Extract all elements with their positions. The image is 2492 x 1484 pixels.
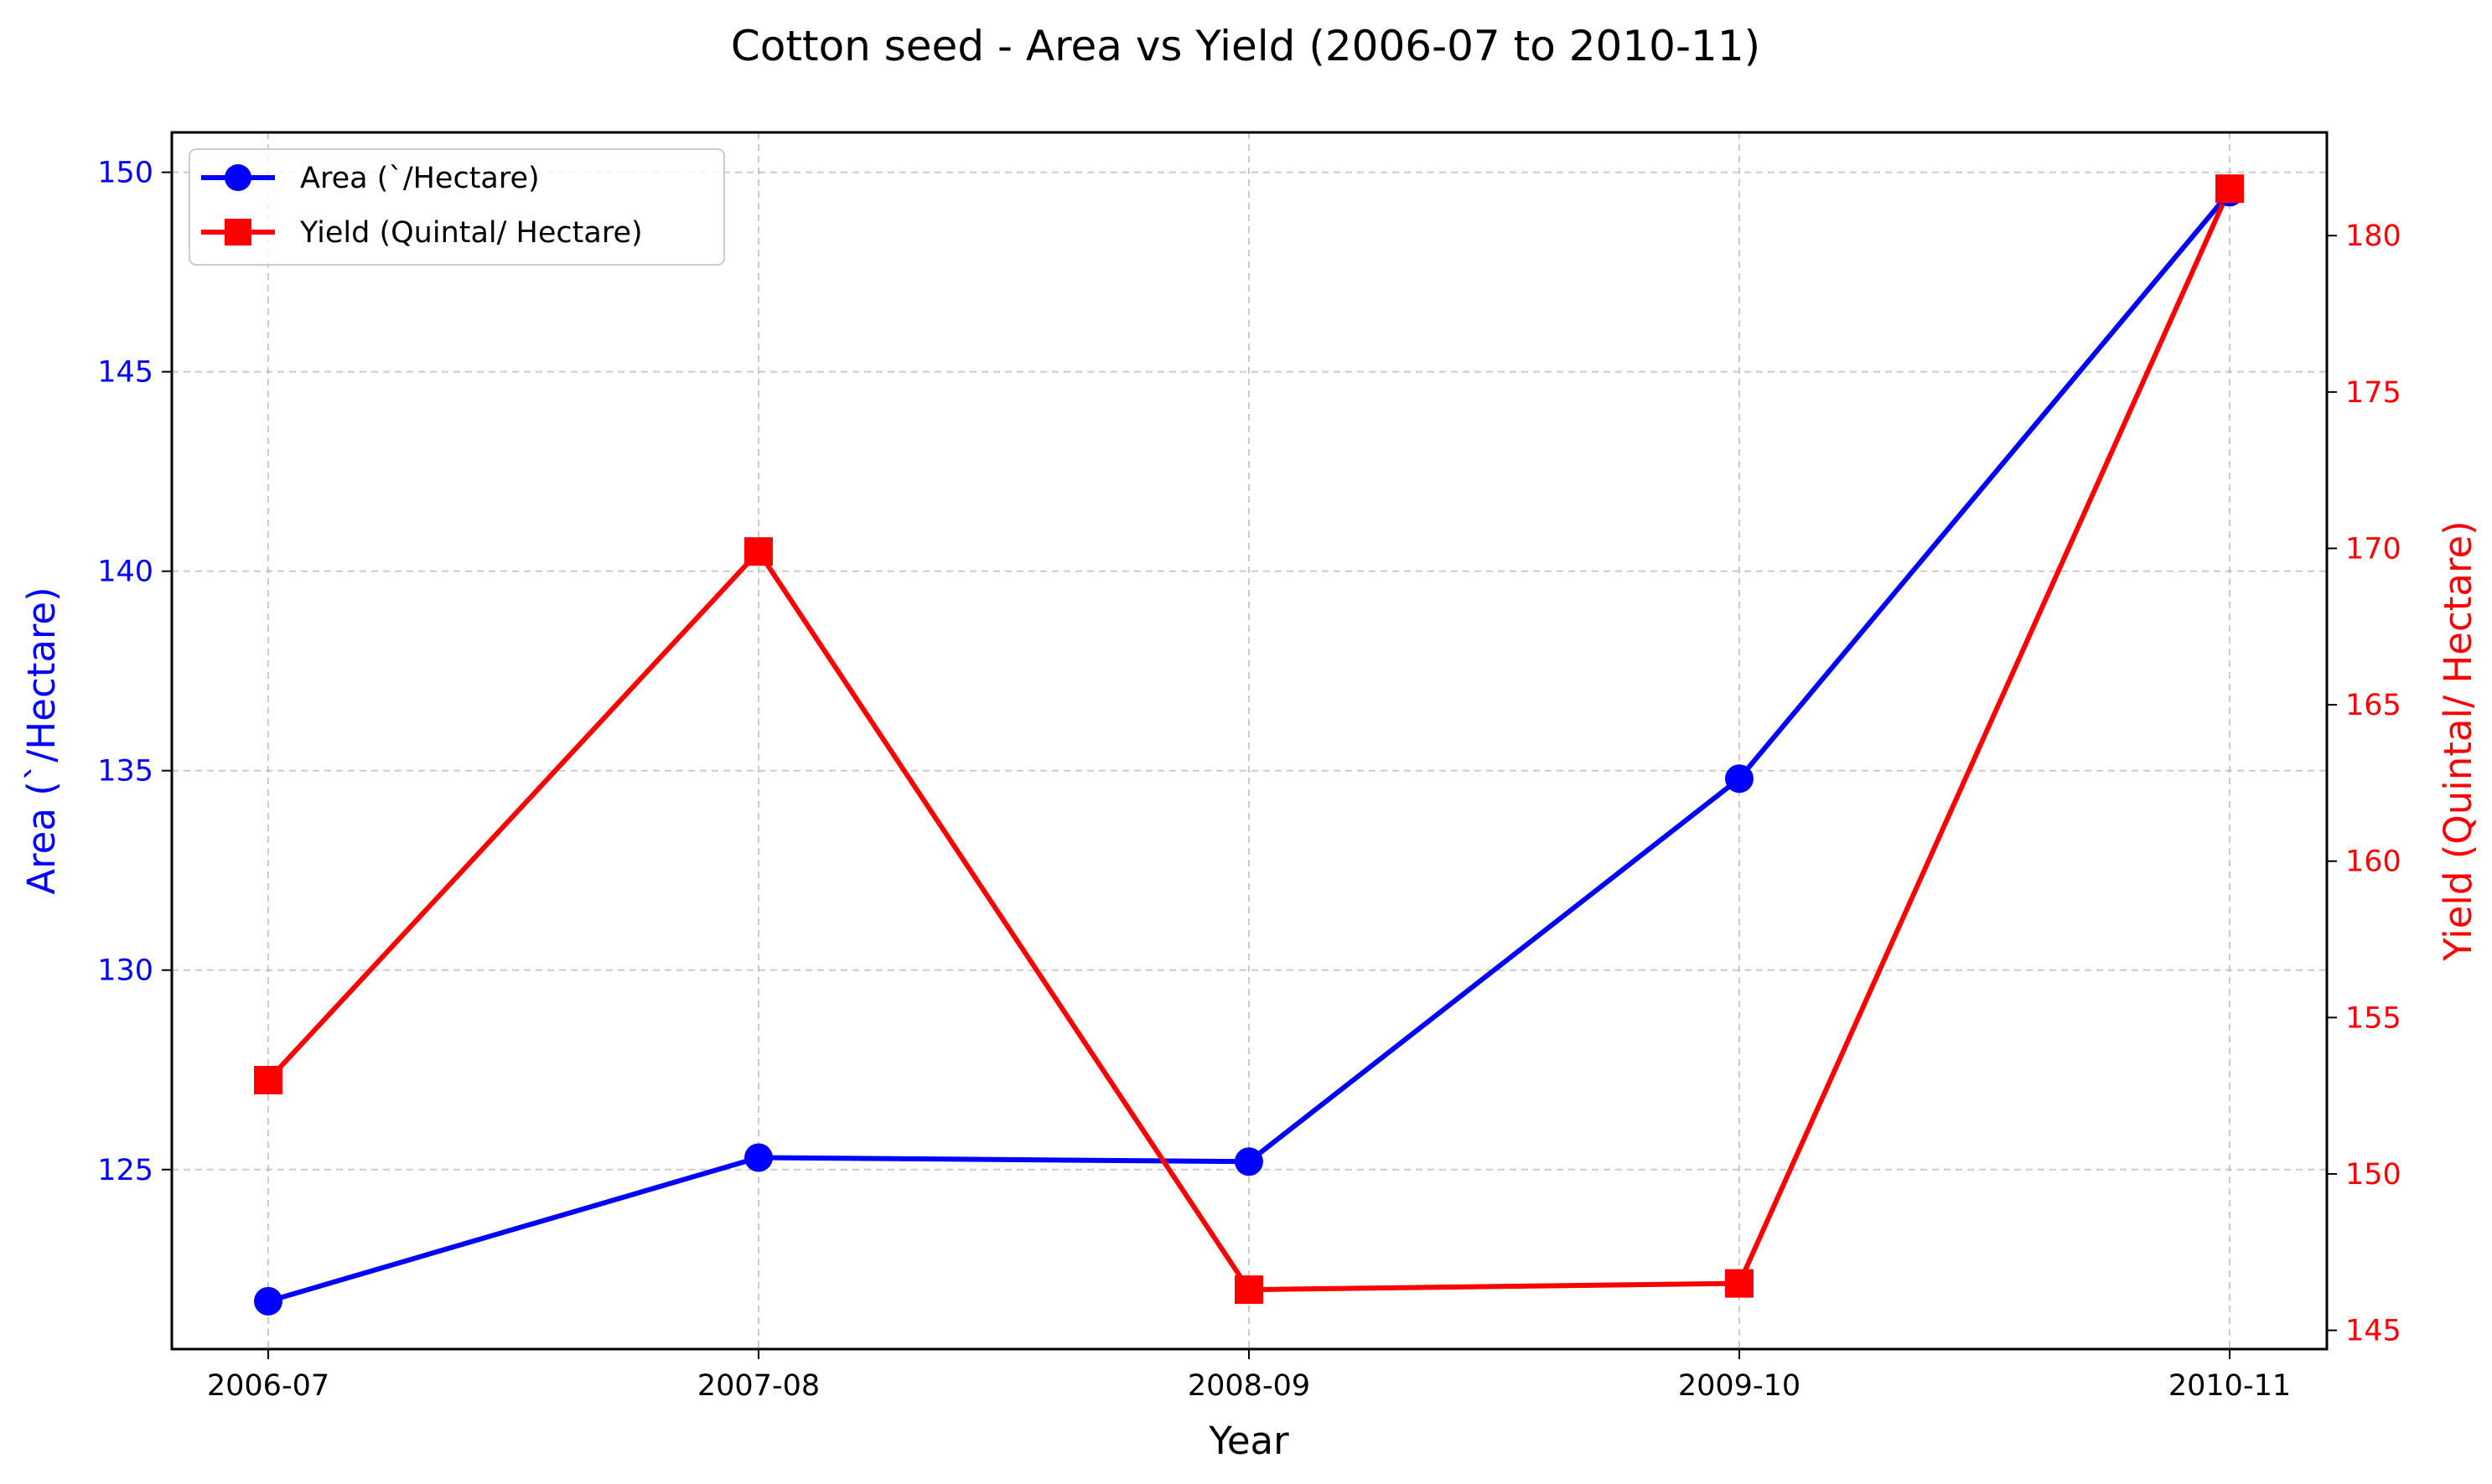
left-y-tick-label: 135: [97, 755, 153, 789]
x-axis: 2006-07 2007-08 2008-09 2009-10 2010-11: [207, 1349, 2291, 1403]
legend-marker-area: [225, 164, 251, 191]
series-point: [1725, 1269, 1754, 1298]
right-axis-label: Yield (Quintal/ Hectare): [2436, 520, 2480, 961]
legend-marker-yield: [225, 219, 251, 246]
x-tick-label: 2006-07: [207, 1369, 329, 1403]
left-y-axis: 125 130 135 140 145 150: [97, 157, 172, 1187]
right-y-tick-label: 160: [2345, 845, 2401, 879]
series-point: [744, 537, 773, 566]
x-tick-label: 2007-08: [697, 1369, 820, 1403]
legend-box: [189, 148, 725, 266]
x-tick-label: 2009-10: [1678, 1369, 1800, 1403]
left-y-tick-label: 150: [97, 157, 153, 190]
left-y-tick-label: 140: [97, 556, 153, 589]
x-tick-label: 2010-11: [2168, 1369, 2291, 1403]
right-y-axis: 145 150 155 160 165 170 175 180: [2327, 220, 2401, 1348]
right-y-tick-label: 145: [2345, 1315, 2401, 1348]
series-point: [2215, 174, 2244, 204]
right-y-tick-label: 175: [2345, 376, 2401, 410]
legend-label-area: Area (`/Hectare): [300, 162, 540, 195]
series-markers: [254, 174, 2244, 1316]
series-point: [744, 1143, 773, 1172]
left-axis-label: Area (`/Hectare): [19, 587, 64, 894]
legend: Area (`/Hectare) Yield (Quintal/ Hectare…: [189, 148, 725, 266]
right-y-tick-label: 155: [2345, 1001, 2401, 1035]
legend-label-yield: Yield (Quintal/ Hectare): [299, 216, 643, 250]
left-y-tick-label: 125: [97, 1154, 153, 1187]
left-y-tick-label: 130: [97, 954, 153, 988]
left-y-tick-label: 145: [97, 356, 153, 390]
series-point: [254, 1286, 282, 1316]
right-y-tick-label: 165: [2345, 689, 2401, 722]
series-point: [1235, 1147, 1263, 1176]
right-y-tick-label: 150: [2345, 1158, 2401, 1192]
right-y-tick-label: 180: [2345, 220, 2401, 253]
chart-title: Cotton seed - Area vs Yield (2006-07 to …: [731, 22, 1760, 70]
series-point: [1725, 764, 1754, 794]
right-y-tick-label: 170: [2345, 532, 2401, 566]
series-point: [254, 1065, 282, 1094]
x-axis-label: Year: [1208, 1419, 1289, 1463]
series-point: [1235, 1275, 1263, 1305]
x-tick-label: 2008-09: [1188, 1369, 1310, 1403]
